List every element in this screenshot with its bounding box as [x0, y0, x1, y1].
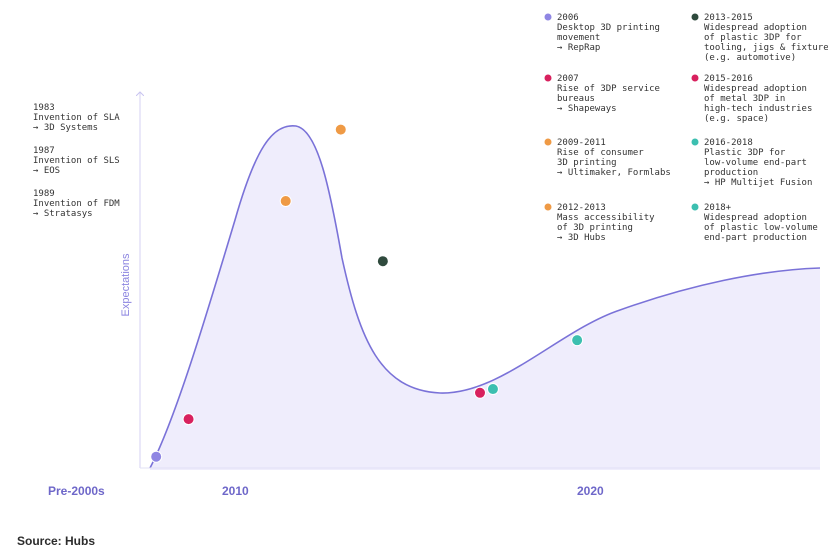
event-line: → Stratasys [33, 209, 93, 219]
legend-line: Widespread adoption [704, 213, 807, 223]
legend-year: 2009-2011 [557, 138, 606, 148]
legend-line: Mass accessibility [557, 213, 655, 223]
legend-year: 2012-2013 [557, 203, 606, 213]
x-tick-2010: 2010 [222, 484, 249, 498]
legend-year: 2018+ [704, 203, 732, 213]
legend-line: Widespread adoption [704, 84, 807, 94]
event-line: Invention of SLA [33, 113, 120, 123]
legend-line: → Shapeways [557, 104, 617, 114]
source-note: Source: Hubs [17, 534, 95, 548]
legend-line: Rise of consumer [557, 148, 644, 158]
legend-line: of 3D printing [557, 223, 633, 233]
legend-line: → Ultimaker, Formlabs [557, 168, 671, 178]
legend-line: → 3D Hubs [557, 233, 606, 243]
legend-line: Desktop 3D printing [557, 23, 660, 33]
data-points [150, 123, 584, 463]
legend-year: 2007 [557, 74, 579, 84]
x-tick-pre-2000s: Pre-2000s [48, 484, 105, 498]
event-line: → EOS [33, 166, 60, 176]
legend-line: high-tech industries [704, 104, 812, 114]
legend-marker [691, 138, 699, 146]
legend-line: of plastic low-volume [704, 223, 818, 233]
legend-line: 3D printing [557, 158, 617, 168]
data-point-2016-2018 [486, 383, 499, 396]
legend-line: (e.g. automotive) [704, 53, 796, 63]
legend-marker [544, 203, 552, 211]
legend-line: → HP Multijet Fusion [704, 178, 812, 188]
event-year: 1989 [33, 189, 55, 199]
event-line: Invention of FDM [33, 199, 120, 209]
event-year: 1987 [33, 146, 55, 156]
legend-marker [544, 74, 552, 82]
data-point-2009-2011 [279, 195, 292, 208]
legend-line: production [704, 168, 758, 178]
legend-line: (e.g. space) [704, 114, 769, 124]
legend-line: Widespread adoption [704, 23, 807, 33]
legend-line: end-part production [704, 233, 807, 243]
event-line: Invention of SLS [33, 156, 120, 166]
legend-line: Plastic 3DP for [704, 148, 786, 158]
legend-line: Rise of 3DP service [557, 84, 660, 94]
y-axis-label: Expectations [120, 253, 132, 316]
expectation-curve [149, 125, 821, 469]
legend-line: of metal 3DP in [704, 94, 785, 104]
event-line: → 3D Systems [33, 123, 98, 133]
data-point-2012-2013 [334, 123, 347, 136]
data-point-2018+ [571, 334, 584, 347]
legend-year: 2016-2018 [704, 138, 753, 148]
legend-marker [691, 13, 699, 21]
legend-marker [691, 203, 699, 211]
x-tick-2020: 2020 [577, 484, 604, 498]
data-point-2007 [182, 413, 195, 426]
legend-marker [691, 74, 699, 82]
data-point-2015-2016 [474, 386, 486, 399]
legend-year: 2013-2015 [704, 13, 753, 23]
legend-year: 2006 [557, 13, 579, 23]
legend-line: of plastic 3DP for [704, 33, 802, 43]
curve-area [150, 125, 820, 470]
data-point-2006 [150, 450, 163, 463]
legend-line: bureaus [557, 94, 595, 104]
legend-year: 2015-2016 [704, 74, 753, 84]
legend-line: movement [557, 33, 600, 43]
legend-line: → RepRap [557, 43, 600, 53]
legend-line: low-volume end-part [704, 158, 807, 168]
event-year: 1983 [33, 103, 55, 113]
legend-line: tooling, jigs & fixtures [704, 43, 828, 53]
legend-marker [544, 138, 552, 146]
legend-marker [544, 13, 552, 21]
data-point-2013-2015 [376, 255, 389, 268]
